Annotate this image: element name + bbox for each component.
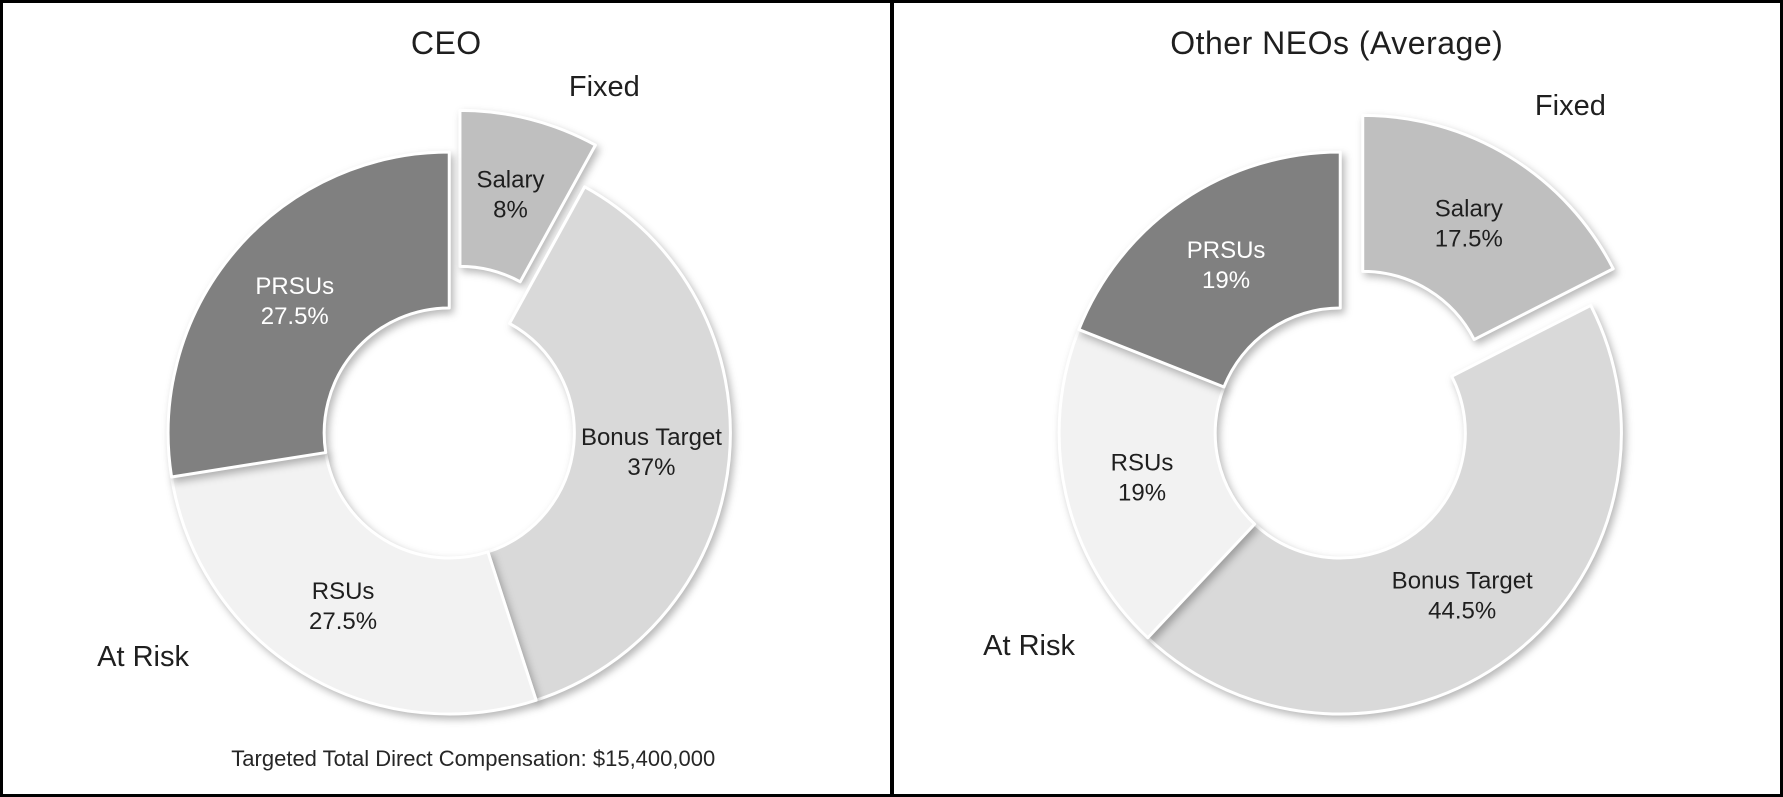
slice-label-salary: Salary 17.5% <box>1434 195 1502 252</box>
pie-slice-salary <box>1360 113 1615 342</box>
ceo-chart-panel: CEO Salary 8% Bonus Target 37% RSUs 27.5% PRSU… <box>3 3 894 794</box>
pie-slice-bonus-target <box>486 185 732 702</box>
annotation-fixed: Fixed <box>1534 90 1605 122</box>
slice-label-rsus: RSUs 27.5% <box>309 578 377 635</box>
ceo-chart-title: CEO <box>410 25 482 61</box>
ceo-targeted-compensation-footnote: Targeted Total Direct Compensation: $15,… <box>231 746 716 771</box>
pie-slice-bonus-target <box>1145 303 1623 716</box>
pie-slice-salary <box>458 108 597 284</box>
pie-slice-rsus <box>170 451 538 716</box>
annotation-fixed: Fixed <box>569 71 640 103</box>
other-neos-chart-title: Other NEOs (Average) <box>1170 25 1504 61</box>
slice-label-bonus-target: Bonus Target 37% <box>581 424 722 481</box>
annotation-at-risk: At Risk <box>97 641 189 673</box>
pie-slice-prsus <box>1076 150 1342 389</box>
slice-label-salary: Salary 8% <box>476 167 544 224</box>
slice-label-prsus: PRSUs 19% <box>1186 237 1265 294</box>
other-neos-chart-panel: Other NEOs (Average) Salary 17.5% Bonus Ta… <box>893 3 1780 794</box>
annotation-at-risk: At Risk <box>983 630 1075 662</box>
slice-label-prsus: PRSUs 27.5% <box>255 273 334 330</box>
ceo-donut-chart: Salary 8% Bonus Target 37% RSUs 27.5% PRSUs 27.… <box>97 71 732 716</box>
slice-label-bonus-target: Bonus Target 44.5% <box>1391 567 1532 624</box>
slice-label-rsus: RSUs 19% <box>1110 449 1173 506</box>
other-neos-donut-chart: Salary 17.5% Bonus Target 44.5% RSUs 19% PRSUs… <box>983 90 1623 716</box>
pie-slice-rsus <box>1057 328 1256 640</box>
pie-slice-prsus <box>166 150 451 479</box>
